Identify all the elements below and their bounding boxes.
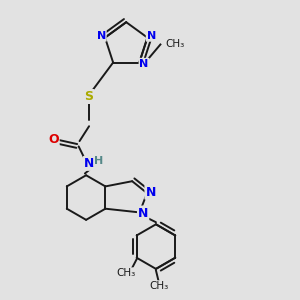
Text: O: O (48, 133, 59, 146)
Text: N: N (146, 186, 156, 199)
Text: N: N (140, 59, 149, 69)
Text: N: N (138, 206, 148, 220)
Text: S: S (85, 90, 94, 103)
Text: N: N (147, 31, 156, 41)
Text: CH₃: CH₃ (150, 281, 169, 291)
Text: N: N (97, 31, 106, 41)
Text: CH₃: CH₃ (166, 39, 185, 49)
Text: H: H (94, 156, 104, 166)
Text: N: N (84, 157, 94, 170)
Text: CH₃: CH₃ (117, 268, 136, 278)
